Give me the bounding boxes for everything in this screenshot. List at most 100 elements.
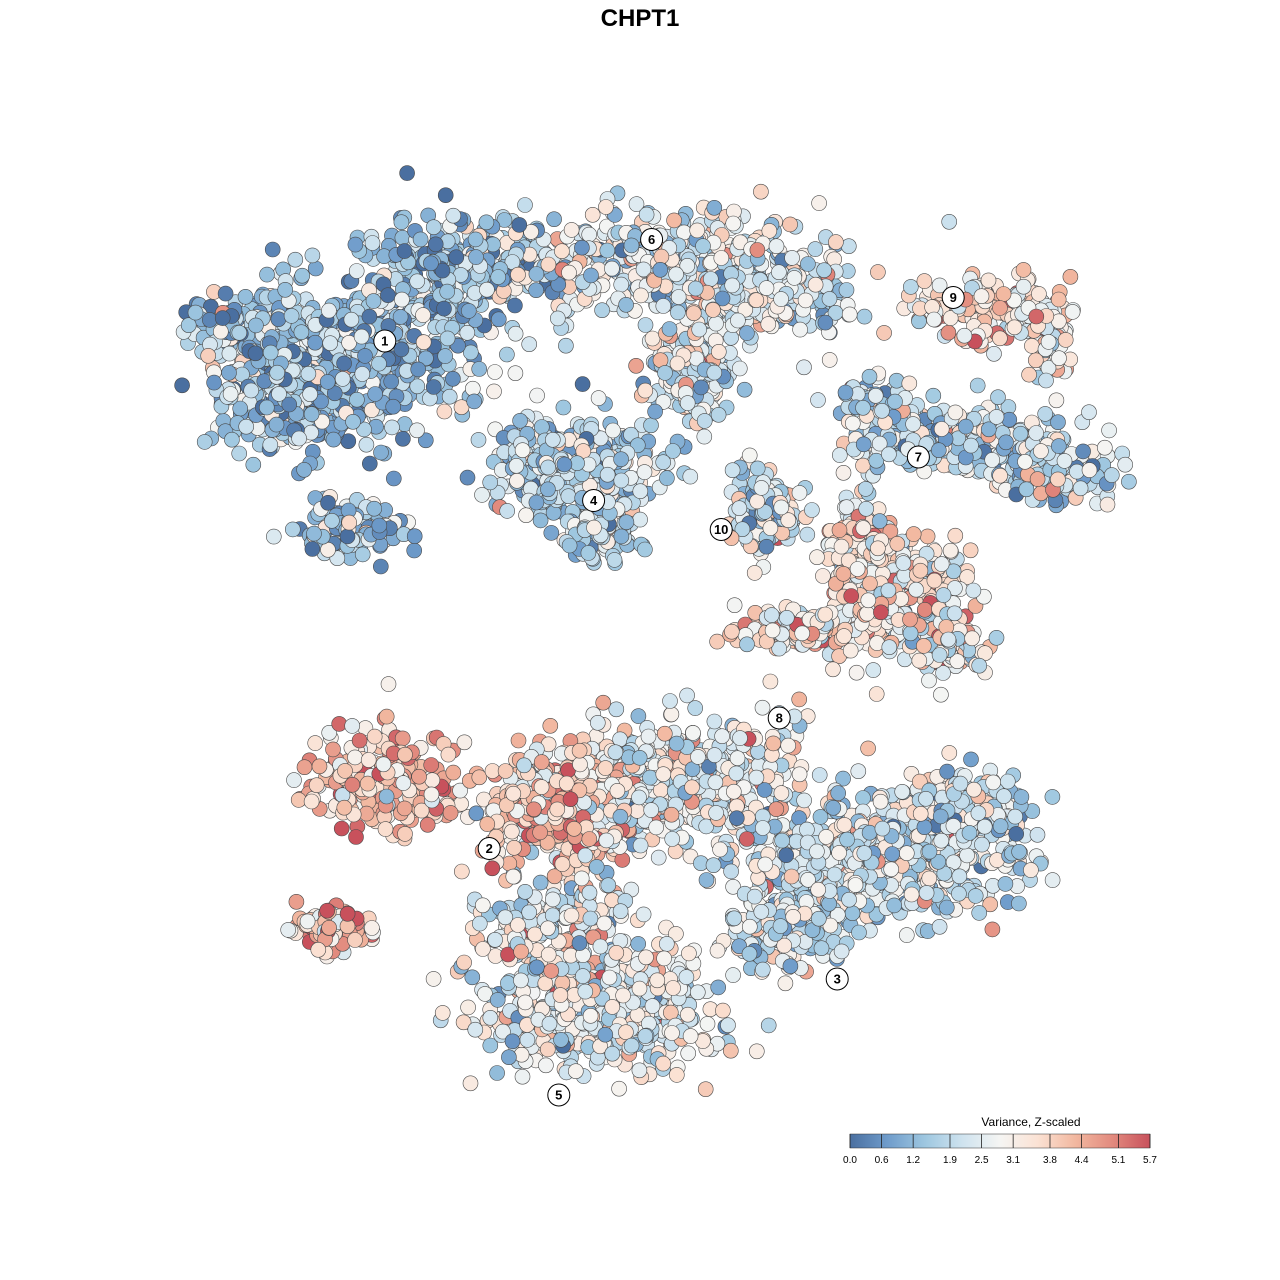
data-point	[828, 234, 844, 250]
data-point	[288, 893, 305, 910]
data-point	[628, 196, 645, 212]
data-point	[348, 829, 364, 845]
data-point	[628, 357, 644, 374]
data-point	[655, 298, 672, 314]
data-point	[296, 759, 313, 776]
data-point	[831, 447, 848, 463]
data-point	[662, 693, 678, 709]
data-point	[307, 735, 324, 751]
data-point	[1050, 414, 1066, 431]
data-point	[815, 568, 831, 584]
data-point	[668, 926, 684, 942]
data-point	[969, 377, 986, 394]
data-point	[731, 360, 748, 377]
data-point	[584, 207, 601, 223]
data-point	[532, 874, 549, 891]
data-point	[796, 792, 812, 809]
data-point	[380, 676, 397, 692]
points-layer	[174, 165, 1137, 1105]
data-point	[532, 512, 549, 529]
data-point	[762, 673, 779, 690]
data-point	[807, 241, 824, 257]
data-point	[984, 921, 1001, 938]
data-point	[555, 399, 572, 416]
data-point	[736, 381, 753, 398]
data-point	[436, 403, 453, 420]
data-point	[959, 847, 975, 864]
data-point	[394, 730, 411, 747]
data-point	[715, 1002, 731, 1019]
data-point	[1011, 895, 1027, 912]
data-point	[459, 469, 476, 486]
data-point	[501, 1049, 517, 1065]
data-point	[546, 211, 562, 227]
data-point	[682, 468, 699, 485]
data-point	[287, 251, 304, 268]
data-point	[838, 282, 855, 298]
data-point	[632, 837, 649, 854]
data-point	[538, 1057, 554, 1074]
data-point	[455, 1014, 472, 1031]
data-point	[933, 686, 949, 703]
data-point	[385, 470, 402, 487]
data-point	[1029, 826, 1046, 843]
data-point	[453, 863, 470, 880]
data-point	[637, 317, 654, 333]
data-point	[445, 764, 462, 781]
chart-title: CHPT1	[601, 5, 680, 32]
data-point	[393, 214, 410, 230]
data-point	[361, 455, 378, 472]
data-point	[514, 1068, 531, 1085]
data-point	[542, 717, 559, 734]
data-point	[725, 967, 741, 983]
data-point	[406, 542, 423, 559]
data-point	[630, 708, 647, 724]
data-point	[990, 389, 1006, 406]
data-point	[868, 686, 885, 702]
data-point	[1117, 456, 1133, 473]
data-point	[512, 412, 528, 429]
data-point	[521, 336, 538, 353]
data-point	[931, 918, 948, 935]
data-point	[378, 708, 395, 725]
data-point	[372, 558, 389, 575]
data-point	[940, 324, 957, 341]
data-point	[460, 999, 476, 1016]
data-point	[851, 924, 867, 941]
data-point	[518, 507, 534, 524]
data-point	[517, 197, 533, 213]
data-point	[699, 1016, 716, 1032]
data-point	[459, 324, 476, 341]
data-point	[437, 187, 454, 203]
data-point	[613, 276, 630, 293]
data-point	[545, 504, 562, 521]
data-point	[475, 941, 491, 957]
data-point	[409, 422, 425, 439]
data-point	[174, 377, 190, 394]
data-point	[590, 390, 607, 406]
data-point	[574, 376, 591, 392]
data-point	[468, 805, 485, 822]
data-point	[658, 936, 675, 952]
data-point	[709, 633, 725, 650]
data-point	[663, 706, 680, 723]
data-point	[366, 728, 383, 745]
data-point	[848, 664, 865, 681]
data-point	[1044, 789, 1061, 805]
data-point	[290, 792, 307, 808]
data-point	[264, 241, 281, 258]
data-point	[754, 699, 771, 716]
data-point	[680, 1045, 697, 1062]
data-point	[1037, 406, 1053, 422]
data-point	[1097, 439, 1113, 456]
data-point	[870, 264, 886, 280]
data-point	[706, 713, 723, 730]
data-point	[513, 1046, 530, 1063]
data-point	[499, 346, 515, 363]
data-point	[750, 743, 766, 760]
data-point	[304, 247, 321, 264]
data-point	[506, 839, 522, 856]
data-point	[811, 195, 827, 211]
data-point	[466, 393, 483, 410]
